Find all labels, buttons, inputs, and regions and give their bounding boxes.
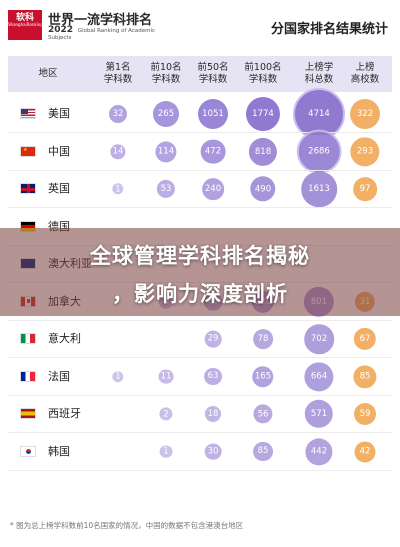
- us-flag-icon: [20, 108, 36, 119]
- es-flag-icon: [20, 408, 36, 419]
- data-bubble: 42: [354, 440, 376, 463]
- shanghairanking-logo: 软科 ShanghaiRanking: [8, 10, 43, 40]
- data-bubble: 85: [353, 364, 377, 389]
- gb-flag-icon: [20, 183, 36, 194]
- row-divider: [8, 432, 392, 433]
- data-bubble: 472: [200, 139, 226, 164]
- row-divider: [8, 207, 392, 208]
- country-name: 意大利: [48, 332, 81, 345]
- data-bubble: 442: [305, 437, 333, 466]
- data-bubble: 63: [204, 367, 222, 386]
- country-name: 韩国: [48, 444, 70, 458]
- table-row: ★ 中国 14 114 472 818 2686 293: [8, 129, 392, 174]
- fr-flag-icon: [20, 370, 36, 382]
- header: 软科 ShanghaiRanking 世界一流学科排名 2022 Global …: [0, 0, 400, 48]
- ranking-sub-text: Global Ranking of Academic Subjects: [48, 28, 155, 41]
- data-bubble: 14: [110, 143, 126, 160]
- table-row: 意大利 29 78 702 67: [8, 322, 392, 356]
- country-name: 西班牙: [48, 407, 81, 420]
- table-row: 法国 1 11 63 165 664 85: [8, 359, 392, 394]
- data-bubble: 2686: [296, 129, 342, 174]
- country-name: 法国: [48, 369, 70, 383]
- data-bubble: 293: [350, 136, 380, 167]
- row-divider: [8, 357, 392, 358]
- ranking-year: 2022: [48, 25, 74, 35]
- page-title: 分国家排名结果统计: [270, 22, 388, 37]
- logo-subtext: ShanghaiRanking: [8, 22, 43, 27]
- data-bubble: 59: [354, 403, 376, 425]
- data-bubble: 818: [248, 137, 278, 166]
- data-bubble: 165: [252, 365, 274, 388]
- data-bubble: 1774: [246, 97, 280, 131]
- ranking-subtitle: 2022 Global Ranking of Academic Subjects: [48, 25, 168, 42]
- us-flag-canton: [21, 109, 28, 114]
- data-bubble: 1: [112, 183, 124, 195]
- table-row: 美国 32 265 1051 1774 4714 322: [8, 88, 392, 140]
- data-bubble: 114: [155, 140, 177, 163]
- table-row: 韩国 1 30 85 442 42: [8, 434, 392, 469]
- column-header-5: 上榜学 科总数: [304, 62, 334, 85]
- row-divider: [8, 169, 392, 171]
- row-divider: [8, 469, 392, 471]
- data-bubble: 85: [253, 441, 273, 462]
- table-row: 英国 1 53 240 490 1613 97: [8, 171, 392, 207]
- data-bubble: 1613: [301, 171, 337, 207]
- data-bubble: 29: [204, 330, 222, 348]
- country-name: 英国: [48, 182, 70, 195]
- data-bubble: 53: [156, 179, 176, 199]
- data-bubble: 240: [202, 178, 224, 200]
- data-bubble: 2: [159, 407, 173, 421]
- logo-text: 软科: [15, 13, 34, 23]
- cn-flag-star: ★: [23, 146, 28, 153]
- ranking-title-text: 世界一流学科排名: [48, 13, 153, 28]
- data-bubble: 265: [153, 101, 179, 127]
- data-bubble: 97: [353, 177, 377, 201]
- column-header-2: 前10名 学科数: [150, 62, 182, 85]
- data-bubble: 571: [304, 399, 334, 429]
- overlay-line2: ，影响力深度剖析: [112, 282, 288, 306]
- country-name: 美国: [48, 107, 70, 120]
- column-header-6: 上榜 高校数: [350, 62, 380, 85]
- data-bubble: 56: [253, 404, 273, 424]
- cn-flag-icon: ★: [20, 145, 36, 157]
- row-divider: [8, 132, 392, 133]
- column-header-4: 前100名 学科数: [244, 62, 282, 85]
- it-flag-icon: [20, 333, 36, 344]
- row-divider: [8, 319, 392, 321]
- data-bubble: 1: [159, 445, 173, 458]
- data-bubble: 11: [158, 369, 174, 384]
- data-bubble: 67: [353, 327, 377, 351]
- title-overlay: 全球管理学科排名揭秘 ，影响力深度剖析: [0, 228, 400, 316]
- data-bubble: 322: [350, 99, 380, 129]
- row-divider: [8, 394, 392, 396]
- kr-flag-icon: [20, 445, 36, 457]
- data-bubble: 490: [250, 176, 276, 202]
- gb-flag-cross-h: [21, 187, 35, 191]
- table-header: 地区 第1名 学科数 前10名 学科数 前50名 学科数 前100名 学科数 上榜学 科总…: [8, 56, 392, 92]
- country-name: 中国: [48, 144, 70, 158]
- data-bubble: 702: [304, 324, 334, 354]
- ranking-title: 世界一流学科排名: [48, 9, 152, 28]
- data-bubble: 664: [304, 361, 334, 392]
- data-bubble: 32: [109, 105, 127, 123]
- table-row: 西班牙 2 18 56 571 59: [8, 397, 392, 431]
- footnote: * 图为总上榜学科数前10名国家的情况，中国的数据不包含港澳台地区: [10, 521, 244, 530]
- data-bubble: 18: [204, 405, 222, 423]
- column-header-3: 前50名 学科数: [197, 62, 229, 85]
- data-bubble: 1051: [198, 99, 228, 129]
- data-bubble: 1: [112, 370, 124, 383]
- data-bubble: 30: [204, 443, 222, 460]
- kr-flag-taegeuk: [26, 449, 31, 454]
- column-header-0: 地区: [38, 68, 58, 79]
- overlay-line1: 全球管理学科排名揭秘: [90, 244, 310, 268]
- data-bubble: 78: [253, 329, 273, 349]
- column-header-1: 第1名 学科数: [103, 62, 133, 85]
